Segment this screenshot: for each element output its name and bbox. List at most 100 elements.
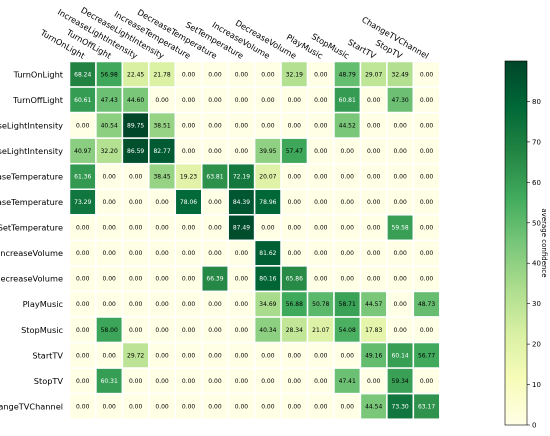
cell-value-label: 0.00: [393, 250, 407, 257]
cell-value-label: 0.00: [182, 301, 196, 308]
cell-value-label: 0.00: [393, 199, 407, 206]
cell-value-label: 0.00: [155, 403, 169, 410]
cell-value-label: 0.00: [261, 97, 275, 104]
heatmap-cell: [280, 392, 309, 420]
cell-value-label: 0.00: [129, 173, 143, 180]
cell-value-label: 0.00: [129, 301, 143, 308]
colorbar-tick-label: 50: [532, 219, 541, 227]
colorbar-label: average confidence: [540, 208, 548, 277]
cell-value-label: 58.71: [339, 301, 356, 308]
heatmap-cell: [280, 188, 309, 216]
heatmap-cell: [253, 290, 282, 318]
heatmap-cell: [253, 111, 282, 139]
cell-value-label: 0.00: [393, 173, 407, 180]
heatmap-cell: [386, 214, 415, 242]
heatmap-cell: [412, 316, 441, 344]
cell-value-label: 0.00: [208, 403, 222, 410]
colorbar-tick-label: 70: [532, 138, 541, 146]
cell-value-label: 66.39: [206, 276, 223, 283]
heatmap-cell: [174, 316, 203, 344]
heatmap-cell: [253, 265, 282, 293]
row-labels: TurnOnLight TurnOffLight IncreaseLightInte…: [0, 69, 64, 411]
cell-value-label: 0.00: [314, 352, 328, 359]
row-tick-label: ChangeTVChannel: [0, 401, 63, 411]
heatmap-cell: [148, 214, 177, 242]
heatmap-cell: [68, 239, 97, 267]
colorbar-tick-label: 0: [532, 422, 536, 430]
cell-value-label: 0.00: [261, 378, 275, 385]
colorbar-tick-label: 40: [532, 260, 541, 268]
cell-value-label: 72.19: [233, 173, 250, 180]
cell-value-label: 0.00: [235, 148, 249, 155]
heatmap-cell: [306, 162, 335, 190]
cell-value-label: 32.20: [101, 148, 118, 155]
heatmap-cell: [174, 86, 203, 114]
colorbar-gradient: [504, 60, 528, 426]
cell-value-label: 0.00: [420, 327, 434, 334]
cell-value-label: 0.00: [261, 122, 275, 129]
heatmap-cell: [280, 86, 309, 114]
cell-value-label: 0.00: [341, 148, 355, 155]
cell-value-label: 58.00: [101, 327, 118, 334]
heatmap-cell: [227, 316, 256, 344]
heatmap-cells: [68, 60, 441, 420]
heatmap-cell: [253, 392, 282, 420]
cell-value-label: 0.00: [341, 173, 355, 180]
cell-value-label: 0.00: [420, 276, 434, 283]
cell-value-label: 0.00: [261, 225, 275, 232]
heatmap-cell: [306, 265, 335, 293]
heatmap-cell: [95, 86, 124, 114]
cell-value-label: 0.00: [155, 276, 169, 283]
heatmap-cell: [201, 239, 229, 267]
cell-value-label: 47.30: [392, 97, 409, 104]
cell-value-label: 0.00: [155, 378, 169, 385]
cell-value-label: 0.00: [208, 148, 222, 155]
cell-value-label: 65.86: [286, 276, 303, 283]
cell-value-label: 0.00: [314, 225, 328, 232]
cell-value-label: 0.00: [420, 122, 434, 129]
row-tick-label: TurnOffLight: [12, 95, 64, 105]
cell-value-label: 50.78: [312, 301, 329, 308]
cell-value-label: 0.00: [76, 122, 90, 129]
cell-value-label: 0.00: [208, 71, 222, 78]
cell-value-label: 0.00: [208, 225, 222, 232]
cell-value-label: 57.47: [286, 148, 303, 155]
cell-value-label: 0.00: [314, 97, 328, 104]
cell-value-label: 63.81: [206, 173, 223, 180]
heatmap-cell: [412, 341, 441, 369]
cell-value-label: 0.00: [182, 276, 196, 283]
cell-value-label: 0.00: [341, 403, 355, 410]
cell-value-label: 60.61: [74, 97, 91, 104]
heatmap-cell: [148, 137, 177, 165]
heatmap-cell-labels: 68.24 56.98 22.45 21.78 0.00 0.00 0.00 0.00 32.1…: [74, 71, 435, 410]
cell-value-label: 0.00: [102, 173, 116, 180]
row-tick-label: IncreaseLightIntensity: [0, 120, 63, 130]
heatmap-cell: [386, 86, 415, 114]
cell-value-label: 0.00: [261, 71, 275, 78]
cell-value-label: 0.00: [288, 403, 302, 410]
colorbar-tick-label: 80: [532, 98, 541, 106]
cell-value-label: 54.08: [339, 327, 356, 334]
heatmap-cell: [227, 188, 256, 216]
cell-value-label: 0.00: [314, 276, 328, 283]
colorbar-tick-label: 10: [532, 381, 541, 389]
heatmap-cell: [359, 162, 388, 190]
cell-value-label: 63.17: [418, 403, 435, 410]
cell-value-label: 0.00: [235, 71, 249, 78]
heatmap-cell: [95, 316, 124, 344]
cell-value-label: 0.00: [182, 148, 196, 155]
cell-value-label: 32.49: [392, 71, 409, 78]
row-tick-label: DecreaseTemperature: [0, 197, 63, 207]
cell-value-label: 0.00: [155, 301, 169, 308]
cell-value-label: 0.00: [288, 173, 302, 180]
cell-value-label: 44.52: [339, 122, 356, 129]
cell-value-label: 0.00: [367, 97, 381, 104]
cell-value-label: 0.00: [420, 148, 434, 155]
heatmap-cell: [95, 188, 124, 216]
cell-value-label: 0.00: [102, 199, 116, 206]
cell-value-label: 32.19: [286, 71, 303, 78]
heatmap-cell: [333, 188, 362, 216]
cell-value-label: 0.00: [129, 225, 143, 232]
cell-value-label: 0.00: [208, 122, 222, 129]
